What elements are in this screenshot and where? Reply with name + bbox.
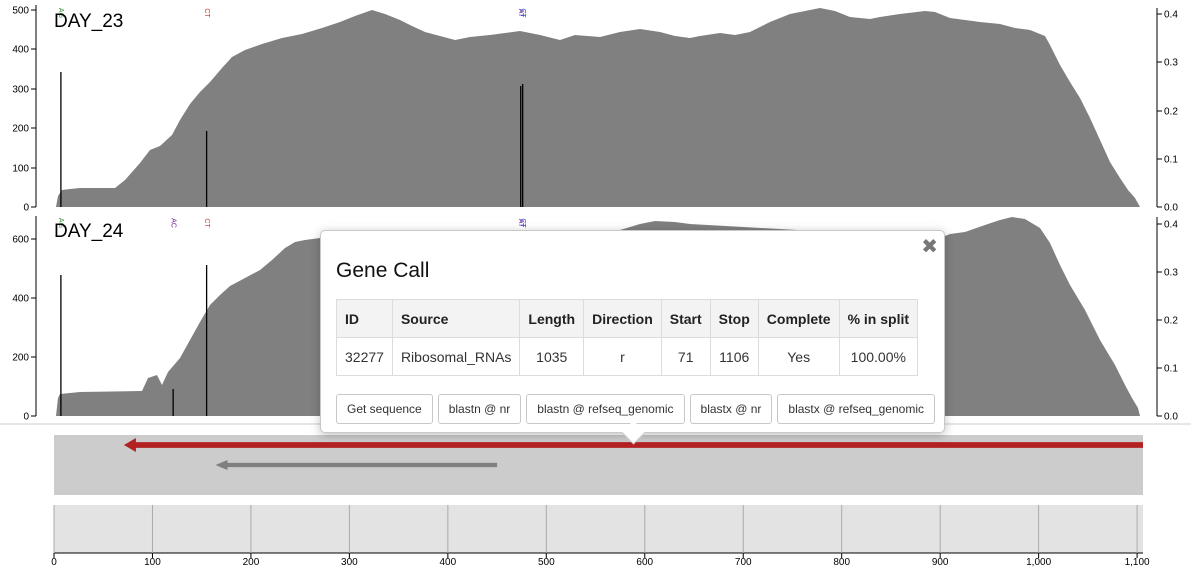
y-tick-label: 300 (12, 85, 29, 96)
ruler-background (54, 505, 1143, 553)
y-tick-label: 0.1 (1164, 364, 1178, 375)
column-header: Source (391, 299, 521, 338)
column-header: % in split (838, 299, 919, 338)
table-row: 32277 Ribosomal_RNAs 1035 r 71 1106 Yes … (336, 337, 919, 376)
y-tick-label: 0.2 (1164, 316, 1178, 327)
ruler-tick-label: 1,000 (1026, 557, 1051, 568)
y-tick-label: 0.1 (1164, 155, 1178, 166)
blastx-refseq-genomic-button[interactable]: blastx @ refseq_genomic (777, 394, 935, 424)
ruler-tick-label: 200 (243, 557, 260, 568)
complete-cell: Yes (757, 337, 840, 376)
blastn-refseq-genomic-button[interactable]: blastn @ refseq_genomic (526, 394, 685, 424)
ruler-tick-label: 1,100 (1125, 557, 1150, 568)
blastx-nr-button[interactable]: blastx @ nr (689, 394, 773, 424)
snv-label: CT (519, 8, 526, 18)
snv-label: AT (517, 9, 524, 18)
y-tick-label: 200 (12, 124, 29, 135)
y-tick-label: 400 (12, 294, 29, 305)
y-tick-label: 0.0 (1164, 203, 1178, 214)
ruler-tick-label: 400 (440, 557, 457, 568)
snv-label: AG (57, 218, 64, 228)
ruler-tick-label: 500 (538, 557, 555, 568)
sample-name: DAY_24 (54, 221, 124, 242)
stop-cell: 1106 (709, 337, 759, 376)
close-icon[interactable]: ✖ (921, 236, 938, 258)
ruler-tick-label: 800 (833, 557, 850, 568)
percent-in-split-cell: 100.00% (838, 337, 919, 376)
snv-label: AG (57, 8, 64, 18)
snv-bars (60, 72, 524, 207)
action-buttons: Get sequence blastn @ nr blastn @ refseq… (336, 394, 935, 424)
gene-call-popover: ✖ Gene Call ID Source Length Direction S… (320, 230, 945, 445)
column-header: Stop (709, 299, 759, 338)
y-tick-label: 500 (12, 6, 29, 17)
ruler-tick-label: 900 (932, 557, 949, 568)
start-cell: 71 (660, 337, 711, 376)
y-tick-label: 0.3 (1164, 58, 1178, 69)
y-tick-label: 0.2 (1164, 107, 1178, 118)
gene-arrow[interactable] (215, 460, 498, 470)
ruler-tick-label: 300 (341, 557, 358, 568)
snv-label: CT (519, 218, 526, 228)
y-tick-label: 0 (23, 412, 29, 423)
ruler-ticks: 0 100 200 300 400 500 600 700 800 900 1,000 1,100 (51, 505, 1150, 568)
snv-label: CT (203, 8, 210, 18)
ruler-tick-label: 0 (51, 557, 57, 568)
popover-title: Gene Call (336, 259, 430, 282)
column-header: Start (660, 299, 711, 338)
ruler-tick-label: 700 (735, 557, 752, 568)
get-sequence-button[interactable]: Get sequence (336, 394, 433, 424)
gene-id-cell: 32277 (336, 337, 393, 376)
y-tick-label: 100 (12, 164, 29, 175)
direction-cell: r (583, 337, 662, 376)
y-tick-label: 0.4 (1164, 220, 1178, 231)
y-tick-label: 0 (23, 203, 29, 214)
snv-bars (60, 265, 208, 416)
sample-name: DAY_23 (54, 11, 123, 32)
snv-label: AC (169, 218, 176, 228)
blastn-nr-button[interactable]: blastn @ nr (437, 394, 522, 424)
y-tick-label: 0.0 (1164, 412, 1178, 423)
ruler-tick-label: 600 (636, 557, 653, 568)
source-cell: Ribosomal_RNAs (391, 337, 521, 376)
y-tick-label: 600 (12, 235, 29, 246)
length-cell: 1035 (519, 337, 585, 376)
snv-label: CT (203, 218, 210, 228)
column-header: Complete (757, 299, 840, 338)
gene-call-table: ID Source Length Direction Start Stop Co… (336, 299, 919, 376)
y-tick-label: 0.4 (1164, 10, 1178, 21)
gene-arrow[interactable] (123, 438, 1143, 452)
column-header: Direction (583, 299, 662, 338)
table-header-row: ID Source Length Direction Start Stop Co… (336, 299, 919, 338)
gene-arrows[interactable] (123, 438, 1143, 470)
y-ticks-right: 0.0 0.1 0.2 0.3 0.4 (1157, 220, 1178, 423)
y-tick-label: 0.3 (1164, 268, 1178, 279)
y-ticks-left: 0 100 200 300 400 500 (12, 6, 36, 214)
ruler-tick-label: 100 (144, 557, 161, 568)
coverage-area[interactable] (56, 8, 1140, 207)
y-tick-label: 400 (12, 45, 29, 56)
snv-label: AT (517, 219, 524, 228)
y-ticks-left: 0 200 400 600 (12, 235, 36, 423)
column-header: ID (336, 299, 393, 338)
y-tick-label: 200 (12, 353, 29, 364)
column-header: Length (519, 299, 585, 338)
position-ruler: 0 100 200 300 400 500 600 700 800 900 1,000 1,100 (51, 505, 1150, 568)
y-ticks-right: 0.0 0.1 0.2 0.3 0.4 (1157, 10, 1178, 214)
